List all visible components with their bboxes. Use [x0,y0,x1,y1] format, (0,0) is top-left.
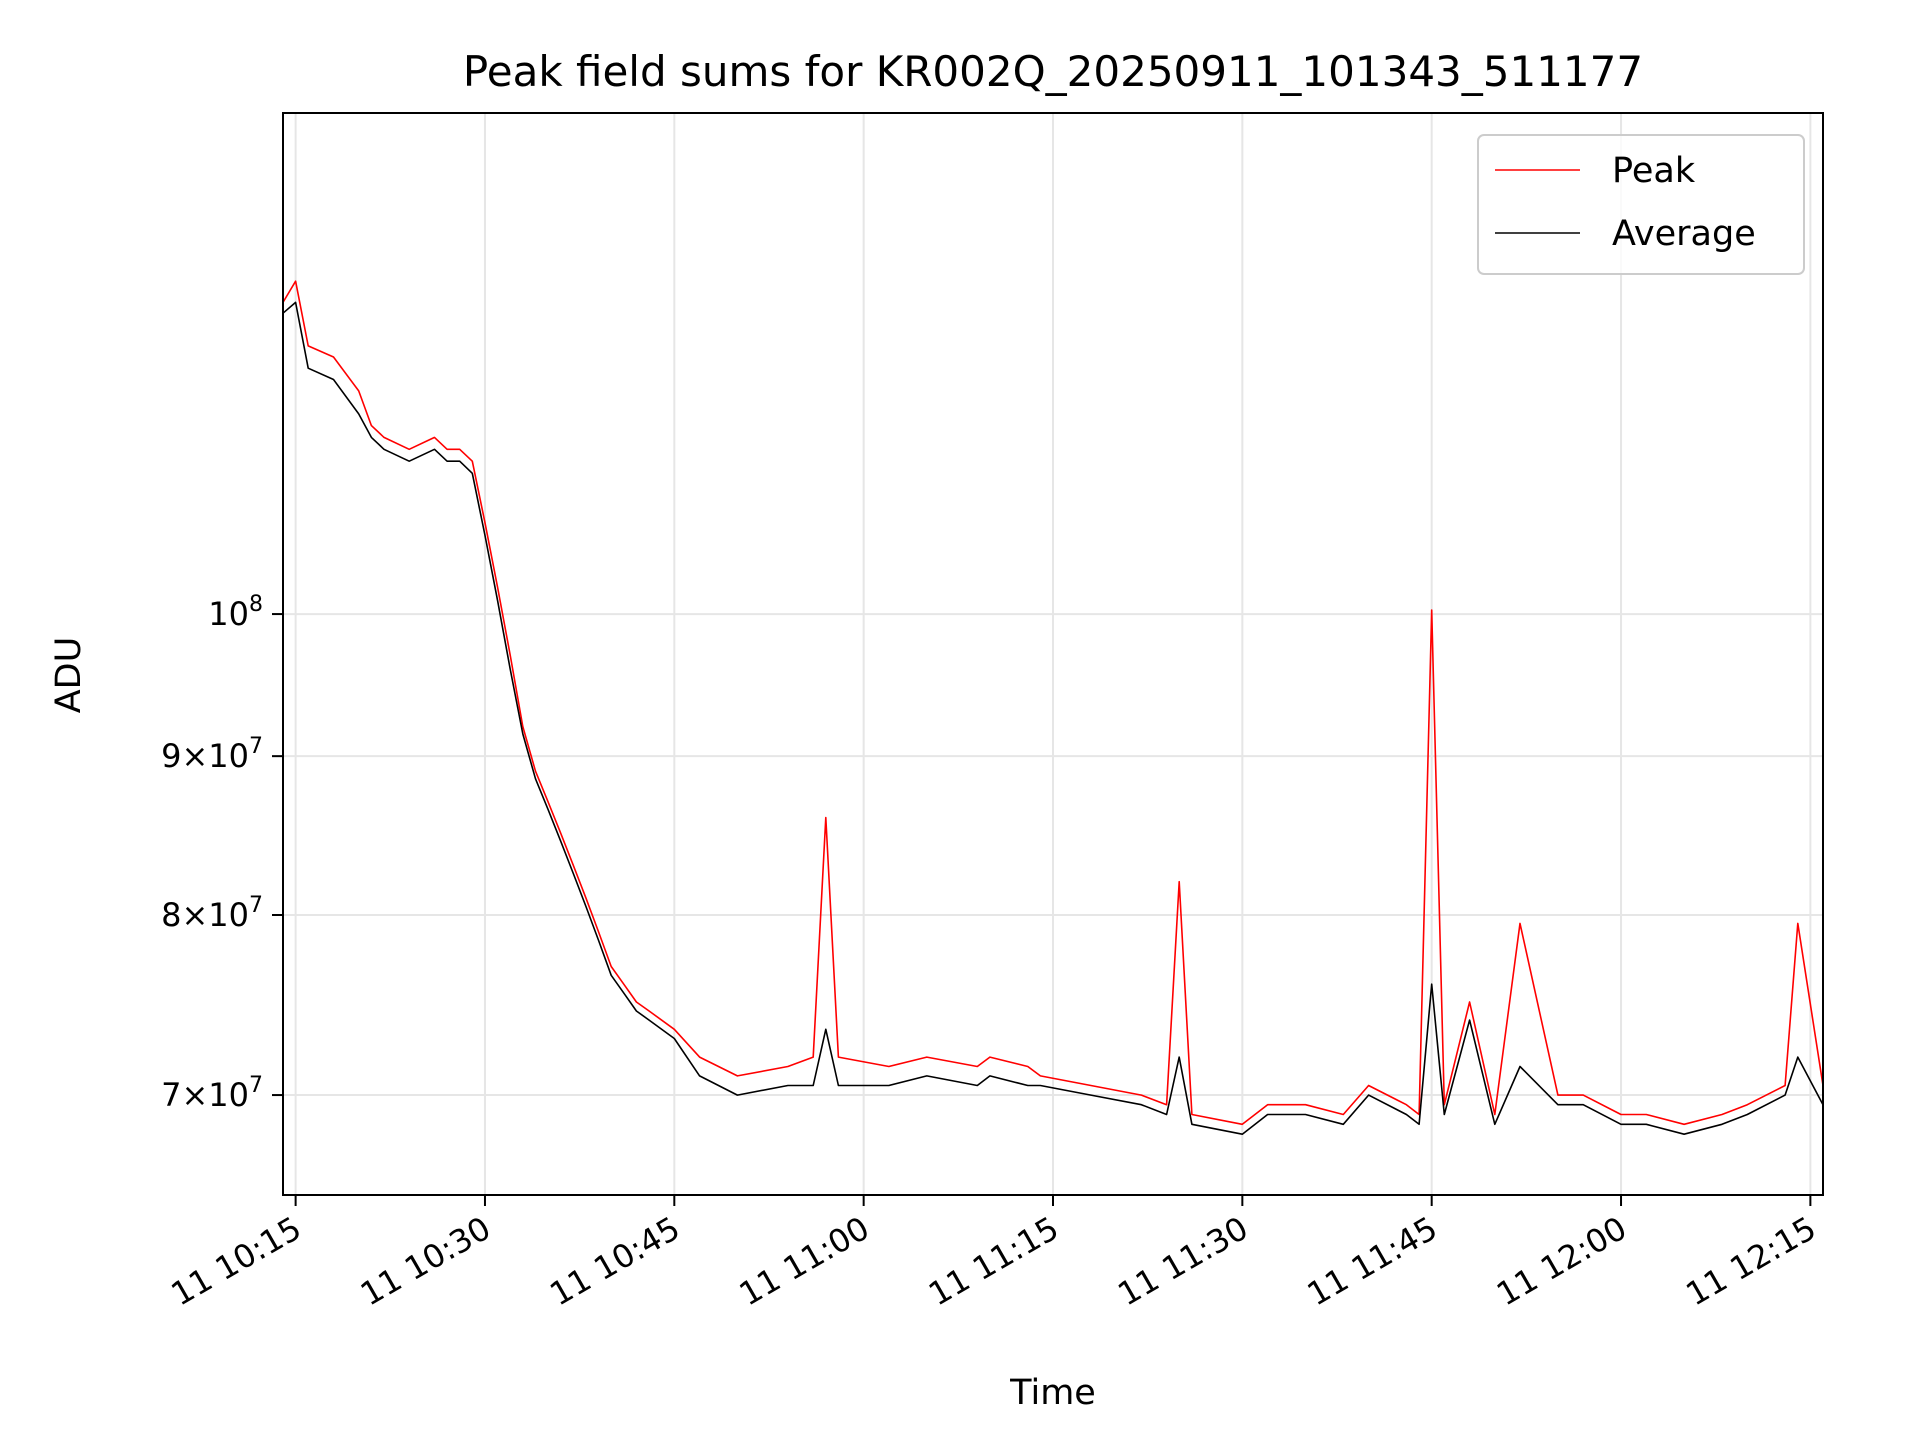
x-axis-label: Time [1009,1373,1096,1413]
chart-title: Peak field sums for KR002Q_20250911_1013… [463,47,1643,96]
legend-label-average: Average [1612,214,1756,254]
series-layer [282,280,1824,1135]
legend-label-peak: Peak [1612,151,1696,191]
y-axis-label: ADU [49,637,89,714]
y-tick-label: 7×107 [161,1073,263,1114]
y-tick-label: 8×107 [161,893,263,934]
legend: Peak Average [1477,134,1805,275]
y-tick-label: 108 [208,592,263,633]
y-tick-label: 9×107 [161,734,263,775]
series-line-average [282,301,1824,1135]
y-axis: 7×107 8×107 9×107 108 [161,592,283,1114]
series-line-peak [282,280,1824,1126]
